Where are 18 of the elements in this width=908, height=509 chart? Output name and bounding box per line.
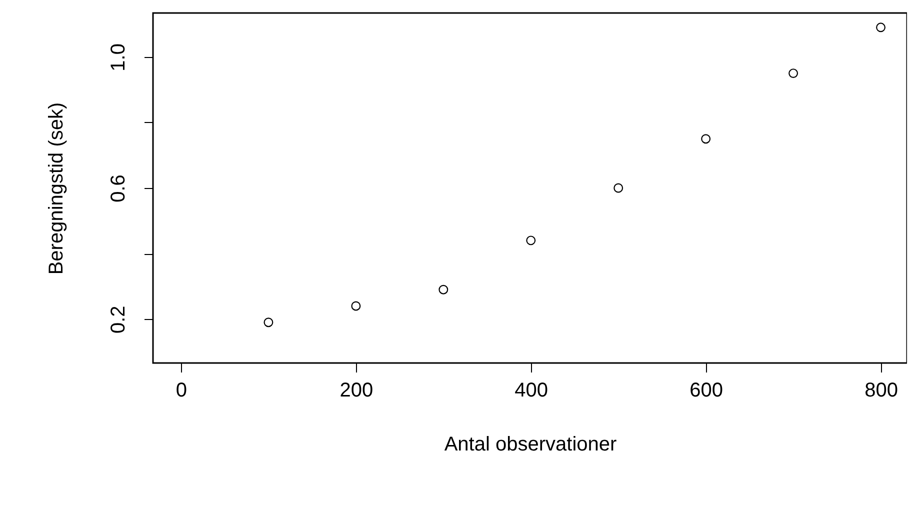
x-tick-label: 400 [514,380,548,402]
point [438,284,448,294]
x-tick-label: 0 [176,380,188,402]
x-axis-title: Antal observationer [444,434,617,456]
point [351,301,361,311]
y-axis-title: Beregningstid (sek) [46,102,68,275]
y-tick-label: 0.6 [108,174,130,202]
point [788,68,798,78]
point [701,134,711,144]
y-tick-label: 0.2 [108,306,130,334]
y-tick-label: 1.0 [108,44,130,72]
x-tick-label: 600 [690,380,724,402]
point [876,22,886,32]
x-tick-label: 800 [864,380,898,402]
point [614,183,624,193]
point [264,318,274,328]
x-tick-label: 200 [340,380,374,402]
point [526,236,536,246]
